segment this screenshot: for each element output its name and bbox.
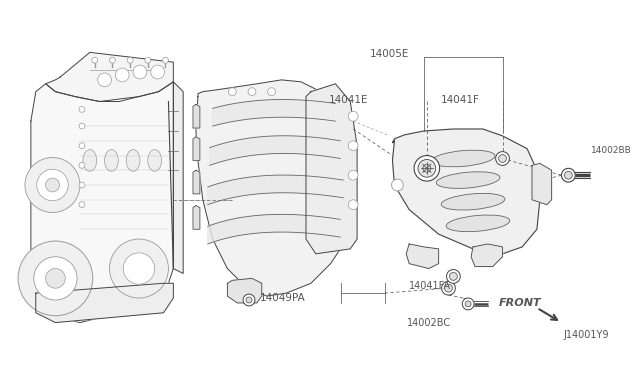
Ellipse shape: [83, 150, 97, 171]
Circle shape: [133, 65, 147, 79]
Circle shape: [561, 168, 575, 182]
Text: 14041FA: 14041FA: [409, 281, 451, 291]
Text: FRONT: FRONT: [499, 298, 541, 308]
Polygon shape: [45, 52, 173, 102]
Circle shape: [462, 298, 474, 310]
Circle shape: [348, 111, 358, 121]
Polygon shape: [532, 163, 552, 205]
Circle shape: [151, 65, 164, 79]
Circle shape: [124, 253, 155, 284]
Circle shape: [445, 284, 452, 292]
Polygon shape: [208, 214, 340, 244]
Circle shape: [92, 57, 98, 63]
Circle shape: [246, 297, 252, 303]
Ellipse shape: [441, 193, 505, 210]
Polygon shape: [196, 80, 355, 296]
Circle shape: [79, 163, 85, 168]
Circle shape: [34, 257, 77, 300]
Circle shape: [109, 57, 115, 63]
Text: 14049PA: 14049PA: [260, 293, 306, 303]
Circle shape: [248, 88, 256, 96]
Polygon shape: [193, 105, 200, 128]
Ellipse shape: [126, 150, 140, 171]
Polygon shape: [173, 82, 183, 273]
Polygon shape: [227, 278, 262, 303]
Circle shape: [45, 269, 65, 288]
Circle shape: [79, 106, 85, 112]
Circle shape: [109, 239, 168, 298]
Circle shape: [447, 270, 460, 283]
Circle shape: [495, 152, 509, 166]
Circle shape: [145, 57, 151, 63]
Ellipse shape: [431, 150, 495, 167]
Polygon shape: [471, 244, 502, 267]
Polygon shape: [31, 82, 173, 323]
Circle shape: [268, 88, 276, 96]
Polygon shape: [36, 283, 173, 323]
Text: 14041F: 14041F: [440, 94, 479, 105]
Circle shape: [79, 123, 85, 129]
Circle shape: [25, 157, 80, 212]
Circle shape: [79, 182, 85, 188]
Ellipse shape: [436, 172, 500, 188]
Polygon shape: [210, 136, 340, 166]
Text: 14002BB: 14002BB: [591, 146, 632, 155]
Circle shape: [442, 281, 455, 295]
Circle shape: [348, 170, 358, 180]
Circle shape: [348, 141, 358, 151]
Polygon shape: [212, 100, 335, 126]
Circle shape: [392, 179, 403, 191]
Text: 14005E: 14005E: [370, 49, 409, 59]
Circle shape: [127, 57, 133, 63]
Polygon shape: [193, 206, 200, 229]
Circle shape: [449, 272, 458, 280]
Polygon shape: [306, 84, 357, 254]
Circle shape: [163, 57, 168, 63]
Circle shape: [465, 301, 471, 307]
Ellipse shape: [446, 215, 510, 232]
Polygon shape: [406, 244, 438, 269]
Circle shape: [499, 154, 506, 163]
Polygon shape: [193, 170, 200, 194]
Circle shape: [115, 68, 129, 82]
Polygon shape: [208, 175, 343, 205]
Circle shape: [348, 200, 358, 209]
Circle shape: [79, 143, 85, 149]
Circle shape: [79, 202, 85, 208]
Circle shape: [98, 73, 111, 87]
Text: 14041E: 14041E: [328, 94, 368, 105]
Circle shape: [45, 178, 60, 192]
Text: J14001Y9: J14001Y9: [563, 330, 609, 340]
Circle shape: [414, 155, 440, 181]
Ellipse shape: [104, 150, 118, 171]
Polygon shape: [193, 137, 200, 160]
Circle shape: [423, 164, 431, 172]
Circle shape: [243, 294, 255, 306]
Circle shape: [36, 169, 68, 201]
Circle shape: [564, 171, 572, 179]
Polygon shape: [392, 129, 540, 254]
Ellipse shape: [148, 150, 161, 171]
Circle shape: [418, 160, 436, 177]
Circle shape: [228, 88, 236, 96]
Text: 14002BC: 14002BC: [407, 318, 451, 328]
Circle shape: [18, 241, 93, 316]
